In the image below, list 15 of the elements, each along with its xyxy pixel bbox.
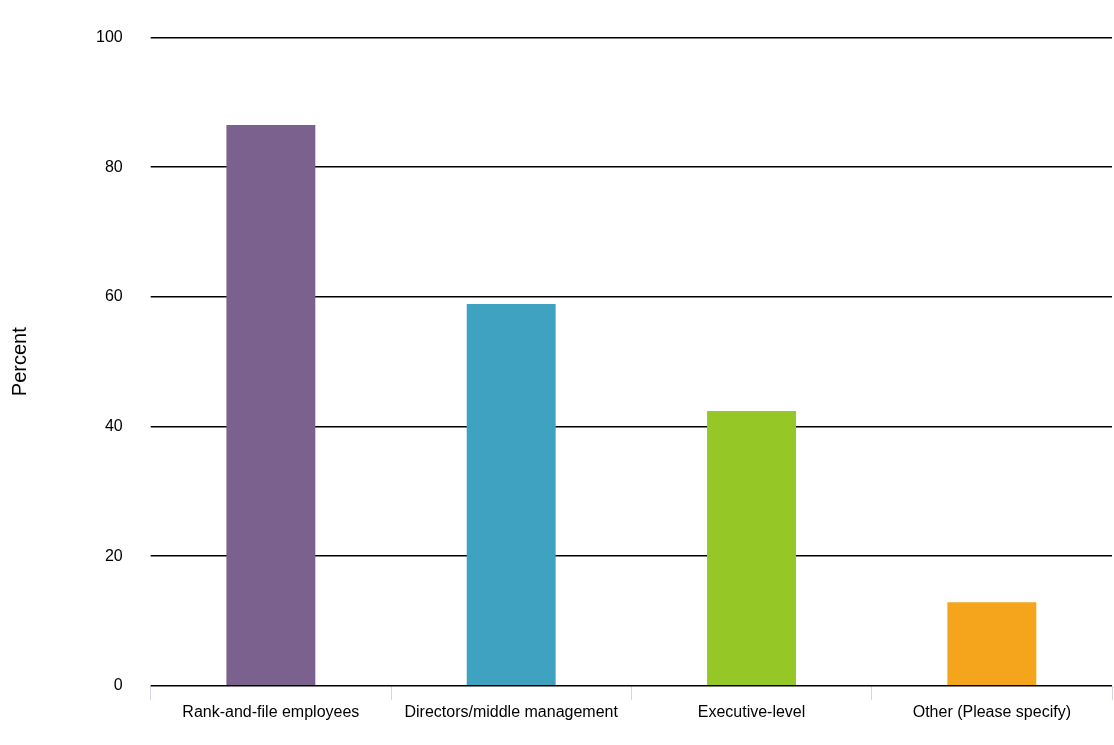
x-tick-label: Executive-level [697, 702, 806, 720]
y-tick-label: 20 [104, 546, 123, 564]
x-tick-label: Rank-and-file employees [182, 702, 360, 720]
y-tick-label: 60 [104, 287, 123, 305]
y-tick-label: 100 [95, 28, 123, 46]
y-tick-label: 80 [104, 157, 123, 175]
bar [947, 602, 1037, 686]
x-tick-label: Directors/middle management [404, 702, 619, 720]
y-tick-label: 0 [113, 676, 123, 694]
bar [707, 410, 796, 686]
bar [226, 125, 316, 686]
x-tick-label: Other (Please specify) [912, 702, 1071, 720]
bar [466, 304, 556, 686]
y-tick-label: 40 [104, 416, 123, 434]
y-axis-title: Percent [7, 326, 30, 397]
